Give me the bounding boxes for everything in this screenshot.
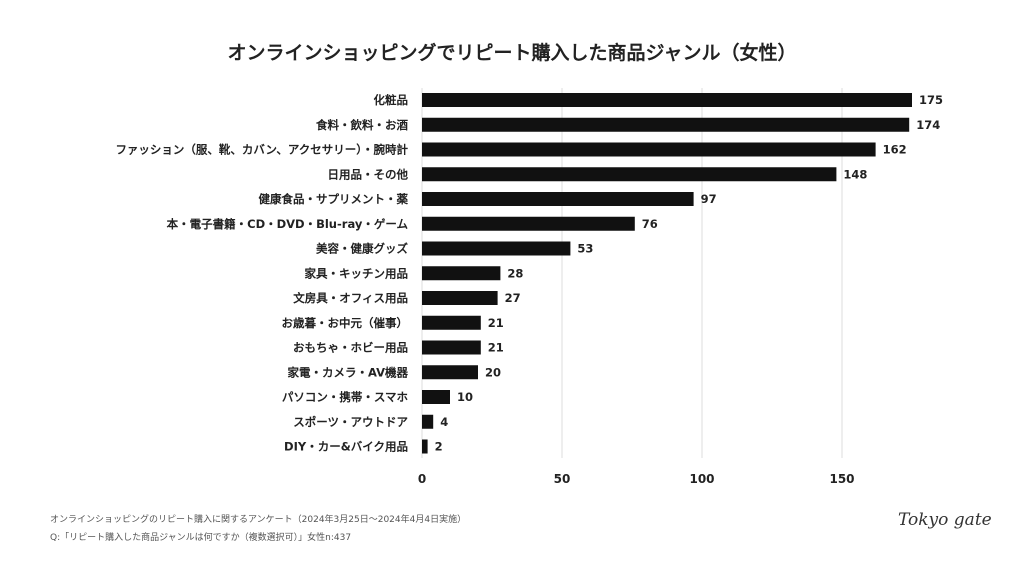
category-label: パソコン・携帯・スマホ xyxy=(282,390,409,404)
value-label: 97 xyxy=(701,192,717,206)
bar xyxy=(422,192,694,206)
bar xyxy=(422,439,428,454)
footer-question-note: Q:「リピート購入した商品ジャンルは何ですか（複数選択可）」女性n:437 xyxy=(50,533,352,543)
category-label: 美容・健康グッズ xyxy=(316,242,408,256)
category-label: 本・電子書籍・CD・DVD・Blu-ray・ゲーム xyxy=(167,217,409,231)
value-label: 175 xyxy=(919,93,943,107)
bar xyxy=(422,216,635,231)
category-label: 文房具・オフィス用品 xyxy=(293,291,408,305)
chart-title: オンラインショッピングでリピート購入した商品ジャンル（女性） xyxy=(227,42,797,64)
bar xyxy=(422,390,450,404)
value-label: 53 xyxy=(577,242,593,256)
bar xyxy=(422,241,571,256)
category-label: 家具・キッチン用品 xyxy=(305,266,409,280)
brand-logo: Tokyo gate xyxy=(898,510,992,530)
footer-survey-note: オンラインショッピングのリピート購入に関するアンケート（2024年3月25日〜2… xyxy=(50,515,467,525)
value-label: 162 xyxy=(883,143,907,157)
value-label: 21 xyxy=(488,341,504,355)
value-label: 4 xyxy=(440,415,448,429)
value-label: 21 xyxy=(488,316,504,330)
category-label: おもちゃ・ホビー用品 xyxy=(293,341,408,355)
bar xyxy=(422,340,481,355)
value-label: 27 xyxy=(505,291,521,305)
value-label: 20 xyxy=(485,365,501,379)
category-label: DIY・カー&バイク用品 xyxy=(284,440,408,454)
category-label: 日用品・その他 xyxy=(328,167,409,181)
x-tick-label: 150 xyxy=(829,472,854,486)
bar xyxy=(422,266,501,281)
category-label: 健康食品・サプリメント・薬 xyxy=(259,192,409,206)
category-label: ファッション（服、靴、カバン、アクセサリー）・腕時計 xyxy=(115,143,408,157)
bar xyxy=(422,365,478,380)
x-tick-label: 100 xyxy=(689,472,714,486)
bar xyxy=(422,315,481,330)
bar xyxy=(422,142,876,157)
category-label: 食料・飲料・お酒 xyxy=(316,118,408,132)
category-label: スポーツ・アウトドア xyxy=(293,415,408,429)
x-tick-label: 50 xyxy=(554,472,571,486)
category-label: お歳暮・お中元（催事） xyxy=(282,316,409,330)
category-label: 化粧品 xyxy=(374,93,409,107)
value-label: 76 xyxy=(642,217,658,231)
bar xyxy=(422,117,910,132)
category-label: 家電・カメラ・AV機器 xyxy=(287,365,408,379)
bar xyxy=(422,167,837,182)
value-label: 2 xyxy=(435,440,443,454)
value-label: 10 xyxy=(457,390,473,404)
bar xyxy=(422,414,434,429)
value-label: 174 xyxy=(916,118,940,132)
x-tick-label: 0 xyxy=(418,472,426,486)
bar xyxy=(422,291,498,305)
bar xyxy=(422,93,912,107)
value-label: 148 xyxy=(843,167,867,181)
value-label: 28 xyxy=(507,266,523,280)
